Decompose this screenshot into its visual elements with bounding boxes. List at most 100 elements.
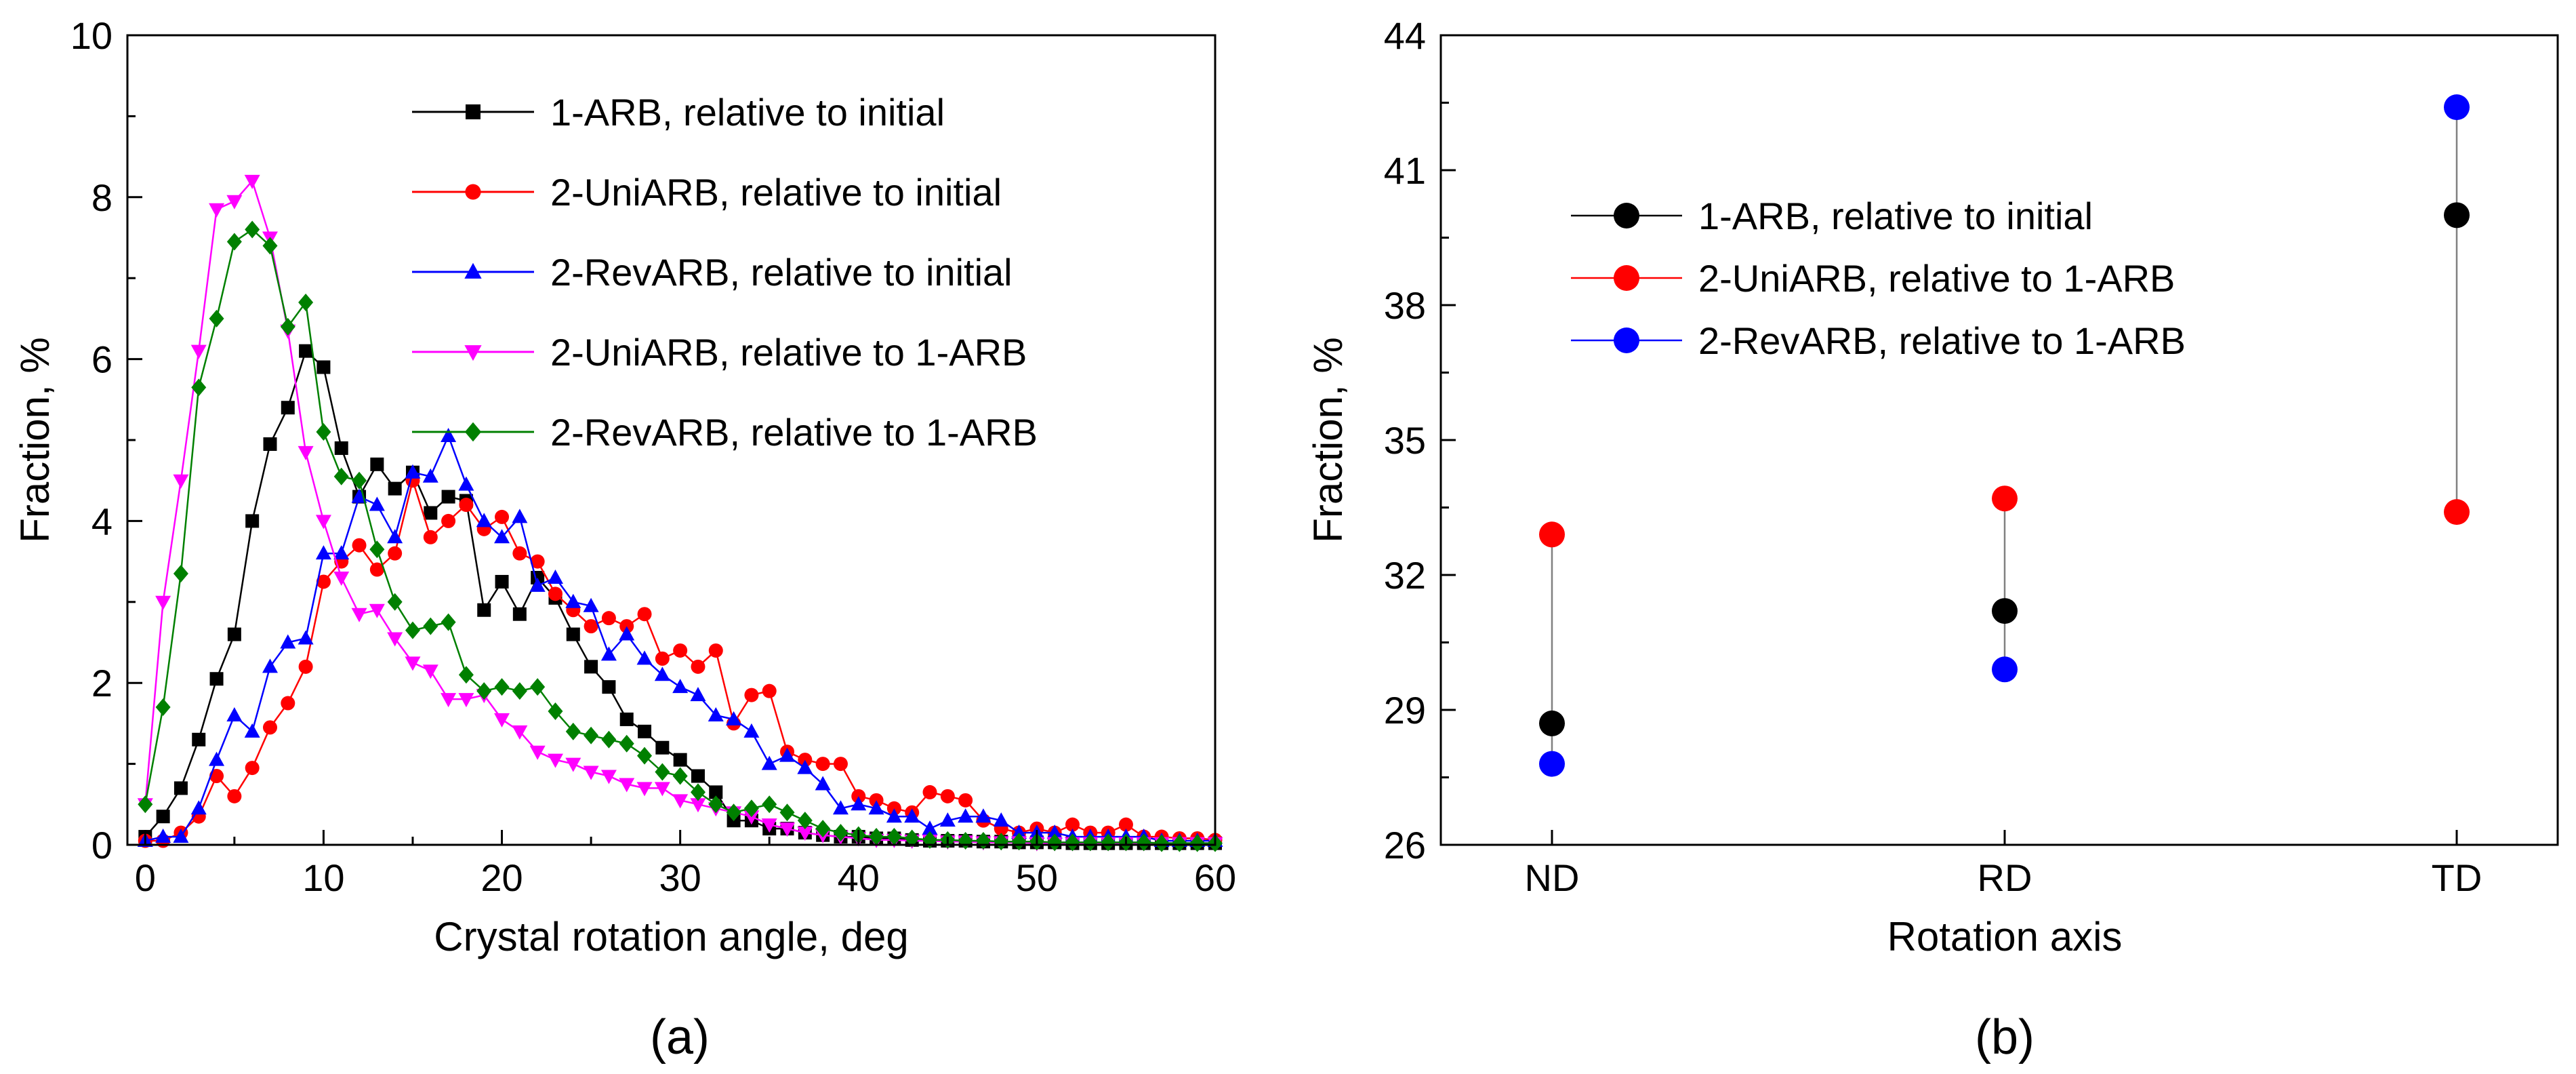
data-point	[743, 810, 760, 825]
data-point	[1539, 710, 1565, 736]
panel-b-legend: 1-ARB, relative to initial 2-UniARB, rela…	[1571, 195, 2186, 362]
data-point	[1011, 833, 1027, 851]
legend-label: 2-UniARB, relative to 1-ARB	[550, 331, 1027, 374]
data-point	[476, 513, 492, 528]
panel-a-axes: 0 10 20 30 40 50 60 0 2 4 6 8 10	[70, 14, 1236, 899]
data-point	[655, 651, 670, 666]
data-point	[762, 795, 777, 814]
data-point	[209, 769, 224, 784]
data-point	[351, 488, 367, 503]
data-point	[315, 545, 331, 560]
data-point	[583, 765, 599, 780]
data-point	[388, 481, 402, 496]
data-point	[1118, 817, 1133, 832]
panel-a-x-axis-title: Crystal rotation angle, deg	[434, 914, 908, 959]
data-point	[548, 702, 563, 720]
data-point	[351, 608, 367, 622]
data-point	[584, 726, 599, 744]
legend-label: 1-ARB, relative to initial	[1698, 195, 2093, 237]
data-point	[173, 474, 189, 489]
panel-a-x-tick-label: 30	[659, 856, 701, 899]
data-point	[1011, 824, 1027, 839]
data-point	[584, 619, 598, 634]
panel-b-y-tick-label: 35	[1384, 419, 1426, 462]
data-point	[690, 687, 706, 702]
data-point	[708, 643, 723, 658]
data-point	[655, 740, 670, 755]
legend-item-2-revarb-relative-to-1-arb: 2-RevARB, relative to 1-ARB	[412, 411, 1038, 454]
data-point	[441, 428, 457, 443]
panel-a-x-tick-label: 60	[1194, 856, 1236, 899]
data-point	[868, 800, 884, 815]
data-point	[958, 808, 974, 823]
data-point	[779, 747, 796, 762]
data-point	[369, 562, 384, 577]
data-point	[316, 574, 331, 589]
panel-a: 0 10 20 30 40 50 60 0 2 4 6 8 10 1-ARB, relative to …	[12, 14, 1236, 1065]
data-point	[566, 627, 580, 641]
data-point	[797, 759, 813, 774]
data-point	[441, 613, 456, 631]
data-point	[636, 782, 653, 797]
data-point	[512, 725, 528, 740]
data-point	[1046, 824, 1063, 839]
data-point	[226, 195, 243, 210]
data-point	[245, 514, 260, 528]
legend-item-2-uniarb-relative-to-initial: 2-UniARB, relative to initial	[412, 171, 1002, 214]
panel-b-series-layer	[1539, 94, 2470, 777]
data-point	[280, 317, 295, 336]
data-point	[155, 698, 171, 717]
data-point	[851, 796, 867, 811]
data-point	[494, 713, 510, 728]
legend-label: 1-ARB, relative to initial	[550, 91, 945, 134]
data-point	[869, 828, 884, 846]
data-point	[584, 660, 598, 674]
data-point	[993, 812, 1009, 827]
data-point	[352, 538, 367, 553]
legend-marker	[1614, 203, 1639, 228]
panel-b-y-tick-label: 41	[1384, 149, 1426, 192]
data-point	[939, 812, 956, 827]
data-point	[1101, 833, 1116, 852]
data-point	[387, 529, 403, 544]
series-2-revarb-relative-to-1-arb	[1539, 94, 2470, 777]
data-point	[209, 672, 224, 686]
data-point	[155, 829, 171, 843]
data-point	[262, 658, 278, 673]
data-point	[673, 643, 688, 658]
data-point	[2444, 499, 2470, 525]
panel-b-y-tick-label: 44	[1384, 14, 1426, 57]
data-point	[422, 468, 438, 483]
data-point	[209, 309, 224, 327]
data-point	[744, 688, 759, 702]
data-point	[743, 723, 760, 738]
data-point	[530, 678, 546, 696]
data-point	[1082, 833, 1098, 852]
data-point	[298, 294, 314, 312]
legend-item-1-arb-relative-to-initial: 1-ARB, relative to initial	[412, 91, 945, 134]
data-point	[495, 574, 509, 589]
data-point	[637, 607, 652, 622]
data-point	[495, 509, 510, 524]
data-point	[458, 693, 474, 708]
data-point	[922, 784, 937, 799]
legend-item-2-revarb-relative-to-1-arb: 2-RevARB, relative to 1-ARB	[1571, 319, 2186, 362]
legend-item-1-arb-relative-to-initial: 1-ARB, relative to initial	[1571, 195, 2093, 237]
data-point	[458, 666, 474, 684]
data-point	[654, 782, 670, 797]
data-point	[619, 778, 635, 793]
panel-b-label: (b)	[1975, 1010, 2035, 1065]
legend-label: 2-RevARB, relative to initial	[550, 251, 1013, 294]
panel-a-x-tick-label: 10	[302, 856, 344, 899]
data-point	[601, 611, 616, 626]
panel-b-y-tick-label: 26	[1384, 824, 1426, 867]
data-point	[190, 800, 207, 815]
data-point	[994, 833, 1009, 851]
panel-b-plot-frame	[1439, 34, 2559, 846]
data-point	[405, 464, 421, 479]
legend-label: 2-RevARB, relative to 1-ARB	[1698, 319, 2186, 362]
panel-b-x-tick-label: RD	[1978, 856, 2032, 899]
data-point	[1539, 521, 1565, 548]
data-point	[245, 761, 260, 776]
